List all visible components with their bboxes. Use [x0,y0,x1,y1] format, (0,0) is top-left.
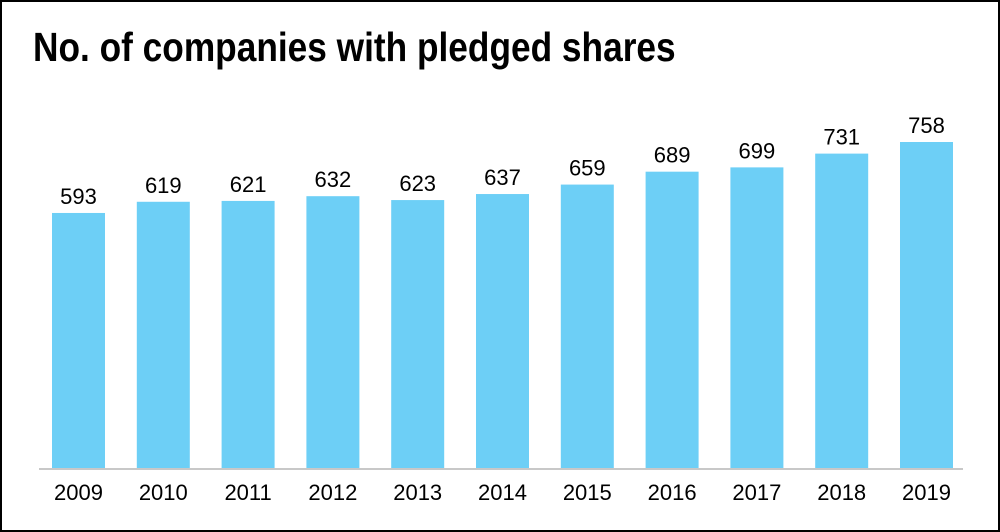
data-label: 593 [60,184,97,209]
x-tick-label: 2015 [563,480,612,505]
bar [730,167,784,468]
bar [815,153,869,469]
x-tick-label: 2018 [817,480,866,505]
data-label: 632 [315,167,352,192]
chart-title: No. of companies with pledged shares [33,24,676,70]
bar [900,142,953,468]
data-label: 731 [823,125,860,150]
data-label: 758 [908,113,945,138]
x-tick-label: 2019 [902,480,951,505]
bar [391,200,445,469]
x-tick-label: 2014 [478,480,527,505]
bar [306,196,360,468]
bar [560,184,614,469]
x-tick-label: 2011 [224,480,271,505]
data-label: 623 [399,171,436,196]
data-label: 659 [569,156,606,181]
x-tick-label: 2013 [393,480,442,505]
data-label: 699 [739,138,776,163]
bar [52,212,105,468]
x-tick-label: 2010 [139,480,188,505]
data-label: 637 [484,165,521,190]
data-label: 619 [145,173,182,198]
bar [476,194,529,468]
data-label: 621 [230,172,267,197]
x-tick-label: 2009 [54,480,103,505]
data-label: 689 [654,143,691,168]
bar [136,201,190,468]
x-tick-label: 2012 [308,480,357,505]
bar [645,171,699,468]
x-tick-label: 2017 [732,480,781,505]
x-tick-label: 2016 [648,480,697,505]
bar [221,200,275,468]
